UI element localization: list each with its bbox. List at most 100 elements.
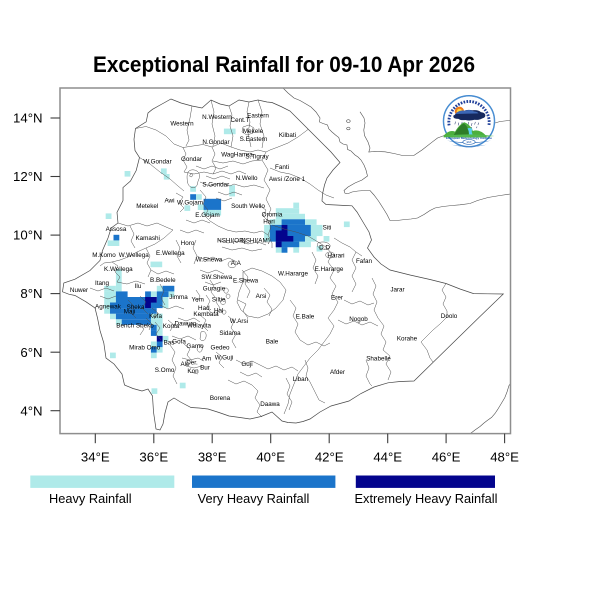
svg-text:Daawa: Daawa <box>260 401 280 408</box>
svg-text:S.Gondar: S.Gondar <box>202 181 229 188</box>
svg-text:W.Arsi: W.Arsi <box>230 318 248 325</box>
svg-text:SW.Shewa: SW.Shewa <box>201 274 232 281</box>
svg-text:Gondar: Gondar <box>181 156 202 163</box>
svg-text:Bench Sheko: Bench Sheko <box>116 323 154 330</box>
svg-text:34°E: 34°E <box>81 450 110 465</box>
svg-text:WagHamra: WagHamra <box>221 152 253 159</box>
svg-text:Had.: Had. <box>198 305 212 312</box>
svg-text:Mekele: Mekele <box>243 128 264 135</box>
svg-text:Ale: Ale <box>180 361 190 368</box>
svg-text:South Wello: South Wello <box>231 203 265 210</box>
svg-text:Ilu: Ilu <box>135 283 142 290</box>
svg-text:W.Guji: W.Guji <box>215 355 234 362</box>
svg-text:Harari: Harari <box>327 253 344 260</box>
svg-text:N.Gondar: N.Gondar <box>202 139 229 146</box>
svg-text:Fafan: Fafan <box>356 258 373 265</box>
svg-text:44°E: 44°E <box>373 450 402 465</box>
svg-text:Erer: Erer <box>331 295 343 302</box>
svg-text:Hal: Hal <box>214 308 223 315</box>
svg-text:E.Shewa: E.Shewa <box>233 278 259 285</box>
svg-text:Sidama: Sidama <box>219 330 241 337</box>
svg-text:Jimma: Jimma <box>169 294 188 301</box>
svg-text:Gamo: Gamo <box>186 343 204 350</box>
svg-text:Mirab Omo: Mirab Omo <box>129 345 161 352</box>
svg-text:Maji: Maji <box>124 309 136 316</box>
svg-text:Assosa: Assosa <box>106 226 127 233</box>
svg-text:Heavy Rainfall: Heavy Rainfall <box>49 491 132 506</box>
svg-text:40°E: 40°E <box>256 450 285 465</box>
svg-text:Guji: Guji <box>241 361 252 368</box>
svg-text:Hari: Hari <box>263 219 275 226</box>
svg-text:48°E: 48°E <box>490 450 519 465</box>
svg-text:Awi: Awi <box>164 198 174 205</box>
svg-text:N.Wello: N.Wello <box>236 175 258 182</box>
svg-text:Liban: Liban <box>293 376 309 383</box>
svg-text:Kembata: Kembata <box>193 311 219 318</box>
svg-text:Bur: Bur <box>200 365 210 372</box>
svg-text:Nogob: Nogob <box>349 316 368 323</box>
svg-text:Gedeo: Gedeo <box>211 345 230 352</box>
svg-text:Western: Western <box>170 121 194 128</box>
svg-text:S.Tigray: S.Tigray <box>245 154 269 161</box>
svg-text:Very Heavy Rainfall: Very Heavy Rainfall <box>198 491 310 506</box>
svg-text:D.D: D.D <box>319 245 330 252</box>
svg-text:Exceptional Rainfall for 09-10: Exceptional Rainfall for 09-10 Apr 2026 <box>93 52 475 77</box>
svg-text:6°N: 6°N <box>20 345 42 360</box>
svg-text:E.Wellega: E.Wellega <box>156 250 185 257</box>
svg-text:S.Eastern: S.Eastern <box>240 136 268 143</box>
svg-text:Wolayita: Wolayita <box>187 323 212 330</box>
svg-text:36°E: 36°E <box>139 450 168 465</box>
svg-text:12°N: 12°N <box>13 169 42 184</box>
svg-text:8°N: 8°N <box>20 286 42 301</box>
svg-text:Korahe: Korahe <box>397 336 418 343</box>
svg-text:E.Hararge: E.Hararge <box>315 266 344 273</box>
svg-text:10°N: 10°N <box>13 228 42 243</box>
svg-text:K.Wellega: K.Wellega <box>104 266 133 273</box>
svg-text:4°N: 4°N <box>20 403 42 418</box>
svg-text:Eastern: Eastern <box>247 113 269 120</box>
svg-text:S.Omo: S.Omo <box>155 367 175 374</box>
svg-text:Bale: Bale <box>266 339 279 346</box>
svg-text:Ethiopian Meteorology Institut: Ethiopian Meteorology Institute <box>446 136 492 140</box>
svg-text:W.Wellega: W.Wellega <box>119 252 149 259</box>
svg-text:Dawuro: Dawuro <box>175 321 197 328</box>
svg-text:NSHI(OR): NSHI(OR) <box>217 238 246 245</box>
svg-text:Oromia: Oromia <box>262 211 283 218</box>
svg-text:Borena: Borena <box>210 395 231 402</box>
svg-text:Siltie: Siltie <box>212 297 226 304</box>
svg-text:Arsi: Arsi <box>256 293 267 300</box>
svg-text:Shabelle: Shabelle <box>366 356 391 363</box>
svg-text:Itang: Itang <box>95 280 110 287</box>
svg-text:Gofa: Gofa <box>172 339 186 346</box>
svg-text:EMI: EMI <box>467 140 472 144</box>
svg-text:38°E: 38°E <box>198 450 227 465</box>
svg-text:NSHI(AM): NSHI(AM) <box>241 238 270 245</box>
svg-text:Kamashi: Kamashi <box>135 235 160 242</box>
svg-text:Siti: Siti <box>323 225 332 232</box>
svg-text:Nuwer: Nuwer <box>70 287 88 294</box>
svg-text:14°N: 14°N <box>13 111 42 126</box>
svg-text:Sheka: Sheka <box>127 304 145 311</box>
svg-text:Agnewak: Agnewak <box>95 304 122 311</box>
svg-text:E.Bale: E.Bale <box>296 314 315 321</box>
svg-text:Afder: Afder <box>330 369 345 376</box>
svg-text:Horo: Horo <box>181 240 195 247</box>
svg-text:W.Shewa: W.Shewa <box>196 257 223 264</box>
svg-text:Cent.T: Cent.T <box>231 117 250 124</box>
svg-text:M.Komo: M.Komo <box>92 252 116 259</box>
svg-text:Bas: Bas <box>164 339 175 346</box>
svg-text:W.Gojam: W.Gojam <box>177 200 203 207</box>
svg-text:Der.: Der. <box>186 360 198 367</box>
svg-text:46°E: 46°E <box>432 450 461 465</box>
svg-text:A.A: A.A <box>231 260 242 267</box>
svg-text:Yem: Yem <box>192 297 204 304</box>
svg-text:N.Western: N.Western <box>202 114 232 121</box>
svg-text:E.Gojam: E.Gojam <box>195 212 220 219</box>
svg-text:W.Hararge: W.Hararge <box>278 271 309 278</box>
svg-text:Kilbati: Kilbati <box>279 132 296 139</box>
svg-text:B.Bedele: B.Bedele <box>150 277 176 284</box>
svg-text:Doolo: Doolo <box>441 313 458 320</box>
svg-text:Jarar: Jarar <box>390 286 404 293</box>
svg-text:Extremely Heavy Rainfall: Extremely Heavy Rainfall <box>355 491 498 506</box>
svg-text:Am: Am <box>202 356 211 363</box>
